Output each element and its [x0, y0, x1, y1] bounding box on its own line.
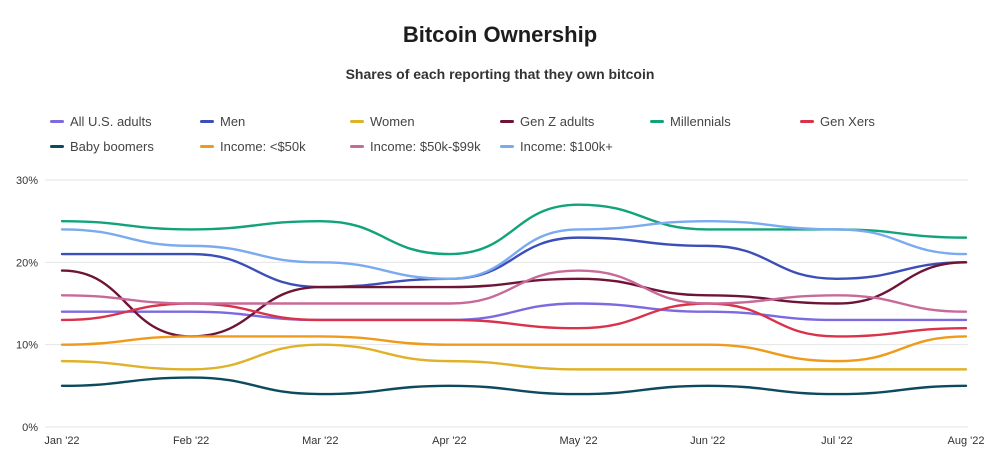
legend-item: All U.S. adults: [50, 114, 152, 129]
legend-label: Baby boomers: [70, 139, 154, 154]
legend-item: Income: $100k+: [500, 139, 613, 154]
chart-title: Bitcoin Ownership: [402, 22, 598, 47]
legend-swatch: [200, 120, 214, 123]
legend-item: Men: [200, 114, 245, 129]
series-line: [60, 335, 968, 363]
legend-item: Gen Xers: [800, 114, 875, 129]
x-tick-label: Jun '22: [690, 435, 725, 447]
x-tick-label: Jan '22: [44, 435, 79, 447]
legend-item: Gen Z adults: [500, 114, 594, 129]
x-tick-label: Apr '22: [432, 435, 467, 447]
legend-label: Gen Z adults: [520, 114, 595, 129]
legend-swatch: [350, 120, 364, 123]
x-tick-label: Jul '22: [821, 435, 852, 447]
series-line: [60, 343, 968, 371]
chart-subtitle: Shares of each reporting that they own b…: [345, 66, 655, 82]
series-line: [60, 236, 968, 289]
y-axis-ticks: 0% 10% 20% 30%: [16, 175, 38, 434]
x-tick-label: Feb '22: [173, 435, 209, 447]
legend-swatch: [350, 145, 364, 148]
legend-label: Millennials: [670, 114, 731, 129]
legend-item: Baby boomers: [50, 139, 154, 154]
legend-item: Millennials: [650, 114, 731, 129]
x-tick-label: Aug '22: [948, 435, 985, 447]
legend-swatch: [50, 120, 64, 123]
legend-swatch: [500, 120, 514, 123]
legend-swatch: [650, 120, 664, 123]
legend-label: Income: <$50k: [220, 139, 306, 154]
x-axis-ticks: Jan '22 Feb '22 Mar '22 Apr '22 May '22 Jun '…: [44, 435, 984, 447]
series-line: [60, 269, 968, 313]
series-line: [60, 219, 968, 280]
y-tick-label: 20%: [16, 257, 38, 269]
legend-swatch: [200, 145, 214, 148]
x-tick-label: May '22: [559, 435, 597, 447]
series-line: [60, 261, 968, 338]
legend-item: Income: <$50k: [200, 139, 306, 154]
legend-label: Women: [370, 114, 415, 129]
legend-label: Men: [220, 114, 246, 129]
legend-label: Gen Xers: [820, 114, 875, 129]
series-line: [60, 302, 968, 322]
legend-swatch: [50, 145, 64, 148]
legend-item: Income: $50k-$99k: [350, 139, 481, 154]
legend-swatch: [800, 120, 814, 123]
legend-item: Women: [350, 114, 415, 129]
x-tick-label: Mar '22: [302, 435, 338, 447]
y-tick-label: 30%: [16, 175, 38, 187]
y-tick-label: 10%: [16, 340, 38, 352]
legend-label: Income: $100k+: [520, 139, 613, 154]
legend-swatch: [500, 145, 514, 148]
legend-label: Income: $50k-$99k: [370, 139, 481, 154]
legend-label: All U.S. adults: [70, 114, 152, 129]
series-line: [60, 376, 968, 396]
series-lines: [60, 203, 968, 396]
y-tick-label: 0%: [22, 422, 38, 434]
